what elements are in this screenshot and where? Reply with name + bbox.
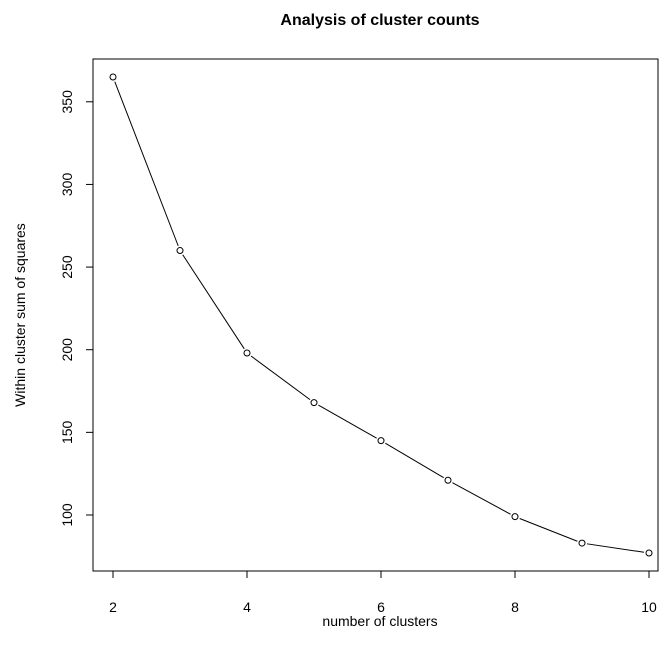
x-tick-label: 8 — [511, 599, 519, 615]
series-segment — [114, 81, 179, 247]
x-tick-label: 4 — [243, 599, 251, 615]
data-point — [444, 476, 452, 484]
y-tick-label: 300 — [59, 173, 75, 197]
data-point — [645, 549, 653, 557]
series-segment — [182, 254, 245, 350]
data-point — [310, 399, 318, 407]
y-tick-label: 200 — [59, 338, 75, 362]
data-point — [511, 513, 519, 521]
y-axis: 100 150 200 250 300 350 — [59, 90, 94, 527]
y-tick-label: 150 — [59, 420, 75, 444]
series-segment — [452, 482, 511, 515]
data-point — [109, 73, 117, 81]
series-segment — [318, 404, 377, 439]
y-tick-label: 250 — [59, 255, 75, 279]
x-tick-label: 10 — [641, 599, 657, 615]
series-line-group — [114, 81, 645, 553]
y-tick-label: 100 — [59, 503, 75, 527]
series-segment — [519, 518, 578, 542]
data-point — [243, 349, 251, 357]
y-tick-label: 350 — [59, 90, 75, 114]
data-point — [377, 437, 385, 445]
x-tick-label: 2 — [109, 599, 117, 615]
x-axis-label: number of clusters — [322, 613, 437, 629]
data-point — [176, 247, 184, 255]
data-point — [578, 539, 586, 547]
series-points-group — [109, 73, 653, 557]
chart-title: Analysis of cluster counts — [280, 12, 479, 29]
series-segment — [586, 543, 645, 553]
y-axis-label: Within cluster sum of squares — [12, 223, 28, 407]
plot-area-frame — [92, 58, 659, 572]
series-segment — [385, 442, 444, 479]
series-segment — [250, 355, 311, 401]
x-axis: 2 4 6 8 10 — [109, 570, 657, 615]
x-tick-label: 6 — [377, 599, 385, 615]
